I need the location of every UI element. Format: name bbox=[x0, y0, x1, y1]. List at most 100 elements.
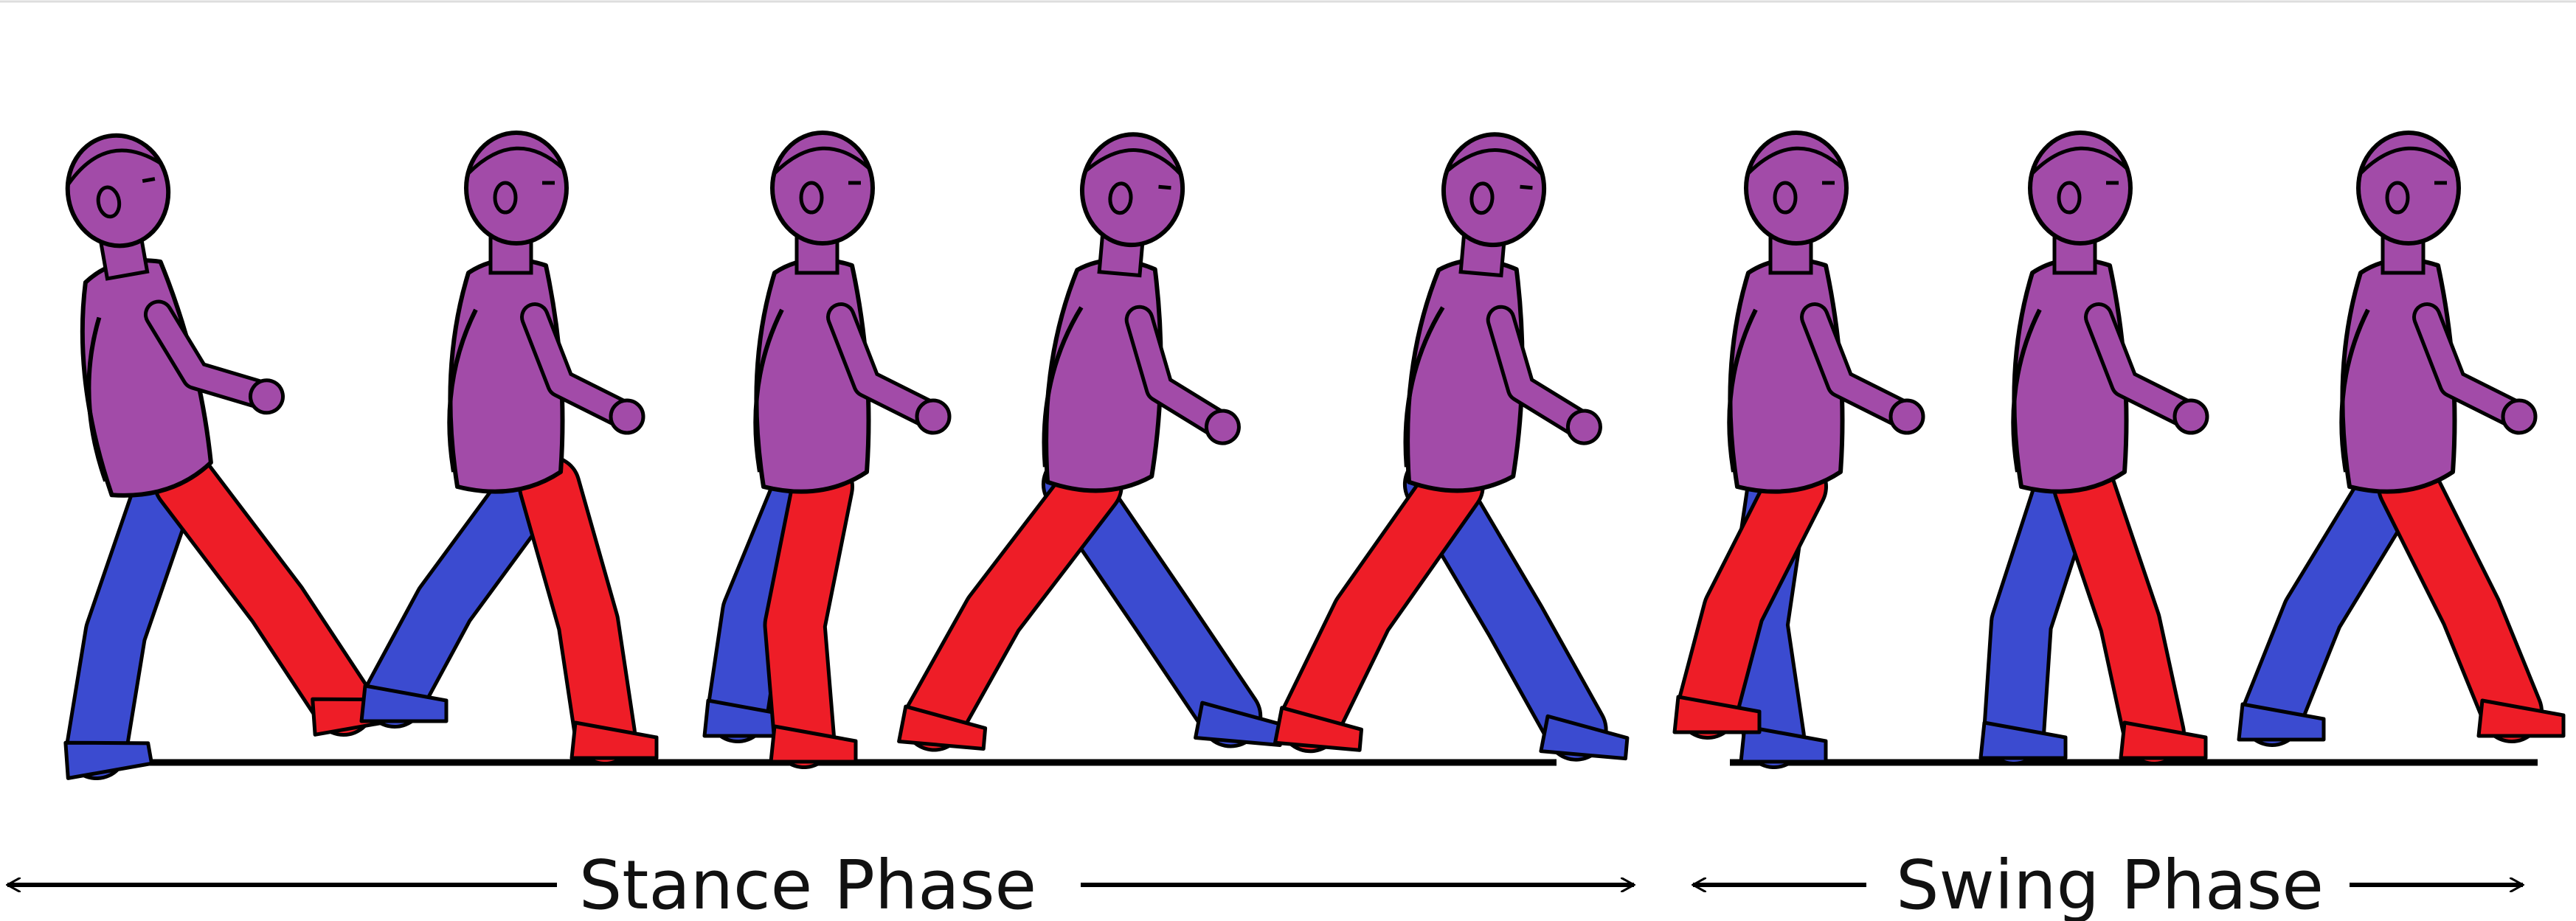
hand-4 bbox=[1204, 409, 1241, 445]
near-leg-7 bbox=[2052, 455, 2208, 765]
head-7 bbox=[2028, 131, 2133, 246]
hand-3 bbox=[915, 398, 952, 435]
walking-figures bbox=[63, 131, 2566, 781]
hand-8 bbox=[2501, 398, 2538, 435]
near-leg-2 bbox=[518, 455, 659, 765]
near-leg-7-shape bbox=[2056, 459, 2182, 762]
back-arm-2 bbox=[447, 308, 478, 473]
head-6 bbox=[1744, 131, 1849, 246]
near-leg-5-foot bbox=[1273, 706, 1364, 752]
near-leg-4-foot bbox=[897, 704, 988, 751]
hand-2 bbox=[609, 398, 645, 435]
near-leg-3-foot bbox=[769, 724, 858, 764]
head-1 bbox=[65, 133, 171, 249]
near-leg-5 bbox=[1273, 453, 1485, 754]
hair-7 bbox=[2031, 146, 2130, 175]
near-leg-8-shape bbox=[2381, 459, 2540, 740]
far-leg-2-shape bbox=[367, 459, 559, 725]
hand-7 bbox=[2172, 398, 2209, 435]
front-arm-3 bbox=[830, 306, 937, 424]
near-leg-5-shape bbox=[1282, 457, 1481, 750]
head-4 bbox=[1079, 132, 1185, 248]
walking-figure-2 bbox=[359, 131, 659, 765]
eye-1 bbox=[142, 177, 156, 183]
ear-6 bbox=[1773, 181, 1798, 215]
walking-figure-7 bbox=[1978, 131, 2209, 765]
far-leg-8 bbox=[2237, 455, 2422, 747]
far-leg-2-foot bbox=[359, 684, 449, 723]
hair-1 bbox=[66, 148, 163, 186]
head-2 bbox=[464, 131, 569, 246]
swing-phase-label: Swing Phase bbox=[1896, 846, 2324, 921]
near-leg-1-shape bbox=[156, 453, 372, 734]
front-arm-1 bbox=[147, 303, 270, 406]
near-leg-2-foot bbox=[569, 720, 659, 760]
far-leg-4-foot bbox=[1194, 701, 1284, 747]
near-leg-4-shape bbox=[906, 457, 1120, 748]
far-leg-1-foot bbox=[63, 740, 154, 780]
front-arm-4 bbox=[1128, 308, 1227, 434]
front-arm-5 bbox=[1489, 308, 1588, 434]
far-leg-5-shape bbox=[1406, 456, 1604, 758]
stance-phase-label: Stance Phase bbox=[579, 846, 1036, 921]
near-leg-8-foot bbox=[2476, 698, 2566, 738]
far-leg-8-foot bbox=[2237, 702, 2326, 742]
near-leg-4 bbox=[897, 453, 1123, 752]
walking-figure-1 bbox=[63, 133, 401, 781]
far-leg-4 bbox=[1041, 452, 1284, 748]
far-leg-7-shape bbox=[1986, 459, 2094, 762]
hair-4 bbox=[1084, 148, 1183, 177]
far-leg-4-shape bbox=[1045, 456, 1259, 745]
back-arm-7 bbox=[2011, 308, 2042, 473]
hair-5 bbox=[1446, 148, 1545, 177]
near-leg-8 bbox=[2377, 455, 2566, 743]
back-arm-8 bbox=[2339, 308, 2370, 473]
near-leg-6 bbox=[1672, 455, 1828, 740]
near-leg-2-shape bbox=[522, 459, 633, 762]
near-leg-6-foot bbox=[1672, 695, 1762, 734]
back-arm-5 bbox=[1403, 306, 1445, 468]
hand-5 bbox=[1565, 409, 1602, 445]
far-leg-6-foot bbox=[1739, 724, 1828, 764]
walking-figure-6 bbox=[1672, 131, 1925, 769]
ear-1 bbox=[96, 185, 122, 219]
ear-2 bbox=[493, 181, 518, 215]
head-8 bbox=[2356, 131, 2461, 246]
far-leg-5 bbox=[1402, 452, 1630, 762]
front-arm-2 bbox=[524, 306, 631, 424]
walking-figure-3 bbox=[702, 131, 952, 769]
back-arm-4 bbox=[1042, 306, 1084, 468]
far-leg-1-shape bbox=[68, 457, 195, 777]
walking-figure-8 bbox=[2237, 131, 2566, 747]
hand-1 bbox=[248, 378, 285, 415]
far-leg-5-foot bbox=[1539, 714, 1630, 761]
back-arm-3 bbox=[753, 308, 784, 473]
ear-4 bbox=[1108, 181, 1133, 215]
ear-8 bbox=[2385, 181, 2410, 215]
ear-3 bbox=[799, 181, 824, 215]
far-leg-7 bbox=[1978, 455, 2097, 765]
far-leg-2 bbox=[359, 455, 563, 729]
far-leg-8-shape bbox=[2244, 459, 2418, 743]
hair-8 bbox=[2359, 146, 2458, 175]
near-leg-7-foot bbox=[2119, 720, 2208, 760]
head-5 bbox=[1441, 132, 1547, 248]
ear-5 bbox=[1469, 181, 1495, 215]
near-leg-3 bbox=[763, 455, 858, 769]
back-arm-6 bbox=[1727, 308, 1758, 473]
ear-7 bbox=[2057, 181, 2082, 215]
walking-figure-4 bbox=[897, 132, 1284, 752]
front-arm-6 bbox=[1804, 306, 1911, 424]
far-leg-1 bbox=[63, 453, 198, 781]
head-3 bbox=[770, 131, 875, 246]
hair-3 bbox=[773, 146, 872, 175]
hair-6 bbox=[1747, 146, 1846, 175]
back-arm-1 bbox=[86, 316, 108, 482]
front-arm-7 bbox=[2088, 306, 2195, 424]
front-arm-8 bbox=[2416, 306, 2523, 424]
walking-figure-5 bbox=[1273, 132, 1630, 762]
far-leg-7-foot bbox=[1978, 720, 2068, 760]
near-leg-6-shape bbox=[1680, 459, 1824, 736]
hand-6 bbox=[1888, 398, 1925, 435]
